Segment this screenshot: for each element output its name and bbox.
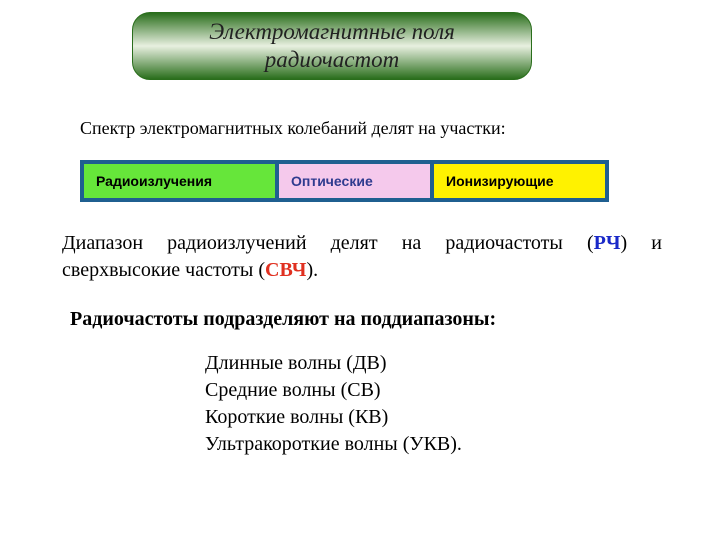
spectrum-cell-ionizing: Ионизирующие	[432, 162, 607, 200]
wave-item: Длинные волны (ДВ)	[205, 350, 462, 377]
range-suffix: ).	[306, 259, 318, 281]
range-prefix: Диапазон радиоизлучений делят на радиоча…	[62, 232, 594, 254]
range-paragraph: Диапазон радиоизлучений делят на радиоча…	[62, 230, 662, 284]
svch-abbreviation: СВЧ	[265, 259, 306, 281]
wave-list: Длинные волны (ДВ) Средние волны (СВ) Ко…	[205, 350, 462, 458]
subdivide-heading: Радиочастоты подразделяют на поддиапазон…	[70, 308, 496, 331]
intro-text: Спектр электромагнитных колебаний делят …	[80, 118, 506, 139]
title-line-2: радиочастот	[265, 46, 399, 74]
spectrum-row: Радиоизлучения Оптические Ионизирующие	[80, 160, 609, 202]
wave-item: Короткие волны (КВ)	[205, 404, 462, 431]
wave-item: Ультракороткие волны (УКВ).	[205, 431, 462, 458]
wave-item: Средние волны (СВ)	[205, 377, 462, 404]
spectrum-cell-radio: Радиоизлучения	[82, 162, 277, 200]
rf-abbreviation: РЧ	[594, 232, 621, 254]
title-banner: Электромагнитные поля радиочастот	[132, 12, 532, 80]
title-line-1: Электромагнитные поля	[209, 18, 455, 46]
spectrum-cell-optical: Оптические	[277, 162, 432, 200]
